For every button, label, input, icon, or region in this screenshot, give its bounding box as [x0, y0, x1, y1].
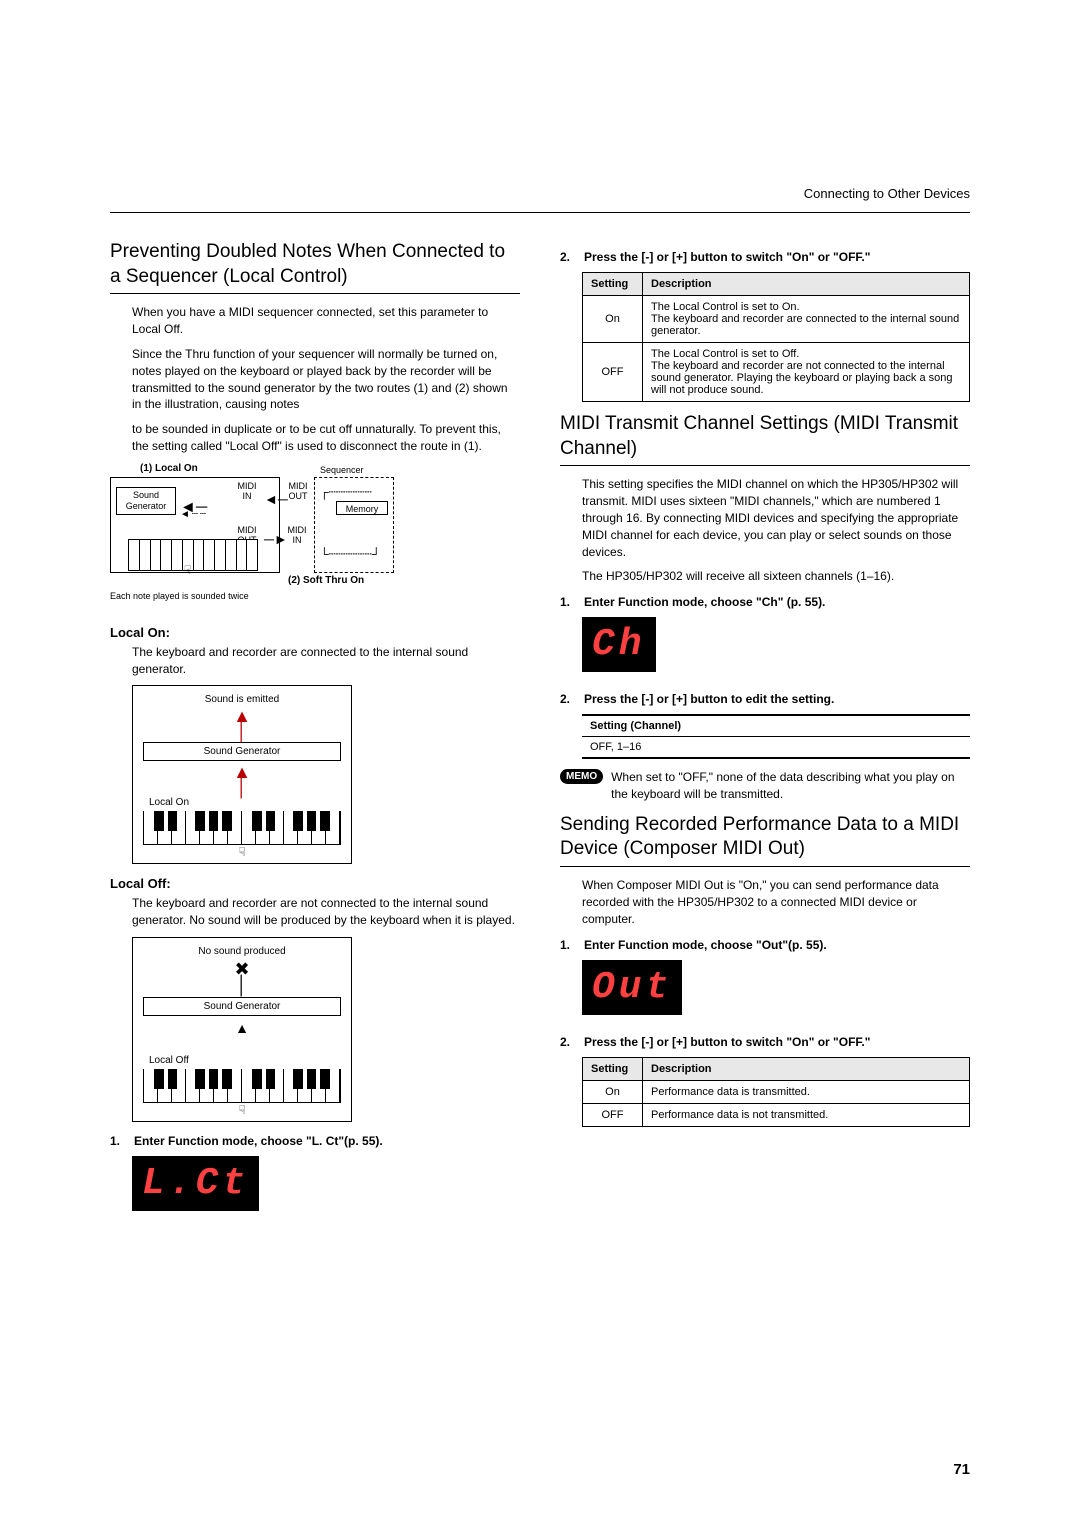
table-cell: The Local Control is set to On. The keyb…: [643, 296, 970, 343]
step: 1. Enter Function mode, choose "L. Ct"(p…: [110, 1134, 520, 1148]
table-cell: OFF: [583, 343, 643, 402]
table-cell: On: [583, 296, 643, 343]
step-number: 1.: [110, 1134, 124, 1148]
gap-icon: ▲: [143, 1020, 341, 1052]
dotted-line: ┌┄┄┄┄┄┄: [320, 485, 372, 499]
step-number: 2.: [560, 692, 574, 706]
lcd-display: Out: [582, 960, 682, 1015]
diagram-local-off: No sound produced ✖│ Sound Generator ▲ L…: [132, 937, 520, 1122]
pointer-icon: ☟: [143, 845, 341, 859]
table-cell: Performance data is transmitted.: [643, 1080, 970, 1103]
pointer-icon: ☟: [143, 1103, 341, 1117]
table-header: Description: [643, 273, 970, 296]
step-text: Enter Function mode, choose "Ch" (p. 55)…: [584, 595, 970, 609]
arrow-icon: ◄─: [264, 491, 288, 507]
page-number: 71: [953, 1461, 970, 1478]
step-number: 1.: [560, 938, 574, 952]
diagram-sound-generator: SoundGenerator: [116, 487, 176, 515]
diagram-label-soft-thru: (2) Soft Thru On: [288, 575, 364, 586]
paragraph: The HP305/HP302 will receive all sixteen…: [582, 568, 970, 585]
lcd-text: Ch: [592, 623, 646, 666]
sub-heading-local-off: Local Off:: [110, 876, 520, 891]
table-channel-setting: Setting (Channel) OFF, 1–16: [582, 714, 970, 759]
table-composer-midi-out: Setting Description On Performance data …: [582, 1057, 970, 1127]
section-underline: [560, 866, 970, 867]
step: 2. Press the [-] or [+] button to switch…: [560, 1035, 970, 1049]
diagram-label: Sound is emitted: [143, 694, 341, 705]
diagram-memory-label: Memory: [336, 501, 388, 515]
step-text: Enter Function mode, choose "L. Ct"(p. 5…: [134, 1134, 520, 1148]
paragraph: When you have a MIDI sequencer connected…: [132, 304, 520, 338]
section-underline: [560, 465, 970, 466]
pointer-icon: ☟: [184, 563, 191, 577]
table-cell: OFF: [583, 1103, 643, 1126]
right-column: 2. Press the [-] or [+] button to switch…: [560, 240, 970, 1221]
diagram-sequencer-label: Sequencer: [320, 465, 364, 475]
arrow-up-icon: ▲│: [143, 765, 341, 794]
section-title-midi-channel: MIDI Transmit Channel Settings (MIDI Tra…: [560, 412, 970, 461]
table-local-control-settings: Setting Description On The Local Control…: [582, 272, 970, 402]
arrow-up-icon: ▲│: [143, 709, 341, 738]
paragraph: Since the Thru function of your sequence…: [132, 346, 520, 413]
dotted-arrow: ◄┄┄: [180, 509, 208, 520]
section-title-local-control: Preventing Doubled Notes When Connected …: [110, 240, 520, 289]
table-header: Setting: [583, 1057, 643, 1080]
memo-badge: MEMO: [560, 769, 603, 784]
step-number: 1.: [560, 595, 574, 609]
lcd-display: Ch: [582, 617, 656, 672]
header-rule: [110, 212, 970, 213]
dotted-line: └┄┄┄┄┄┄┘: [320, 547, 380, 561]
diagram-keyboard: [143, 811, 341, 845]
section-title-composer-midi-out: Sending Recorded Performance Data to a M…: [560, 813, 970, 862]
diagram-local-on: Sound is emitted ▲│ Sound Generator ▲│ L…: [132, 685, 520, 864]
step-text: Press the [-] or [+] button to edit the …: [584, 692, 970, 706]
step: 1. Enter Function mode, choose "Out"(p. …: [560, 938, 970, 952]
diagram-midi-out: MIDIOUT: [284, 481, 312, 501]
diagram-sound-generator: Sound Generator: [143, 742, 341, 761]
diagram-keyboard: [128, 539, 258, 571]
diagram-sequencer-routing: (1) Local On SoundGenerator MIDIIN MIDIO…: [110, 463, 490, 613]
step-number: 2.: [560, 250, 574, 264]
step-text: Press the [-] or [+] button to switch "O…: [584, 250, 970, 264]
lcd-text: Out: [592, 966, 672, 1009]
diagram-sound-generator: Sound Generator: [143, 997, 341, 1016]
step-number: 2.: [560, 1035, 574, 1049]
table-cell: OFF, 1–16: [582, 737, 970, 759]
paragraph: When Composer MIDI Out is "On," you can …: [582, 877, 970, 927]
table-header: Description: [643, 1057, 970, 1080]
paragraph: to be sounded in duplicate or to be cut …: [132, 421, 520, 455]
paragraph: The keyboard and recorder are connected …: [132, 644, 520, 678]
left-column: Preventing Doubled Notes When Connected …: [110, 240, 520, 1221]
step-text: Enter Function mode, choose "Out"(p. 55)…: [584, 938, 970, 952]
step: 2. Press the [-] or [+] button to switch…: [560, 250, 970, 264]
diagram-label-local-on: (1) Local On: [140, 463, 198, 474]
diagram-keyboard: [143, 1069, 341, 1103]
step: 2. Press the [-] or [+] button to edit t…: [560, 692, 970, 706]
header-breadcrumb: Connecting to Other Devices: [804, 186, 970, 201]
paragraph: This setting specifies the MIDI channel …: [582, 476, 970, 560]
lcd-text: L.Ct: [142, 1162, 249, 1205]
table-header: Setting: [583, 273, 643, 296]
step-text: Press the [-] or [+] button to switch "O…: [584, 1035, 970, 1049]
diagram-note: Each note played is sounded twice: [110, 591, 249, 601]
table-header: Setting (Channel): [582, 715, 970, 737]
memo: MEMO When set to "OFF," none of the data…: [560, 769, 970, 803]
step: 1. Enter Function mode, choose "Ch" (p. …: [560, 595, 970, 609]
diagram-local-label: Local Off: [143, 1052, 341, 1069]
section-underline: [110, 293, 520, 294]
table-cell: Performance data is not transmitted.: [643, 1103, 970, 1126]
memo-text: When set to "OFF," none of the data desc…: [611, 769, 970, 803]
table-cell: On: [583, 1080, 643, 1103]
diagram-midi-in: MIDIIN: [234, 481, 260, 501]
sub-heading-local-on: Local On:: [110, 625, 520, 640]
arrow-icon: ─►: [264, 531, 288, 547]
paragraph: The keyboard and recorder are not connec…: [132, 895, 520, 929]
lcd-display: L.Ct: [132, 1156, 259, 1211]
blocked-icon: ✖│: [143, 961, 341, 993]
diagram-label: No sound produced: [143, 946, 341, 957]
table-cell: The Local Control is set to Off. The key…: [643, 343, 970, 402]
